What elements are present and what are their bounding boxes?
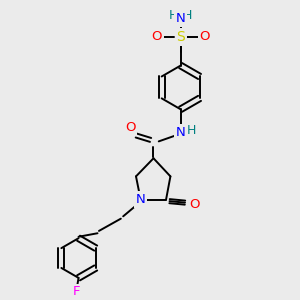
Text: N: N — [176, 12, 185, 25]
Text: O: O — [189, 198, 200, 211]
Text: H: H — [183, 10, 193, 22]
Text: N: N — [136, 193, 146, 206]
Text: O: O — [152, 31, 162, 44]
Text: O: O — [199, 31, 210, 44]
Text: S: S — [176, 30, 185, 44]
Text: F: F — [73, 285, 80, 298]
Text: O: O — [125, 122, 136, 134]
Text: N: N — [176, 125, 185, 139]
Text: H: H — [169, 10, 178, 22]
Text: H: H — [186, 124, 196, 137]
